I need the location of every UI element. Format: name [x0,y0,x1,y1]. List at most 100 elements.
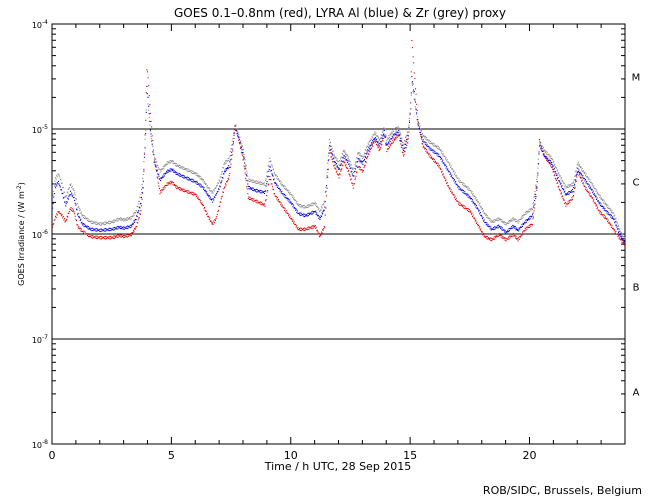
data-point [290,218,292,220]
data-point [247,180,249,182]
data-point [148,116,150,118]
data-point [288,201,290,203]
data-point [415,108,417,110]
data-point [265,178,267,180]
data-point [415,109,417,111]
data-point [459,202,461,204]
data-point [69,184,72,186]
data-point [325,185,328,187]
data-point [187,179,189,181]
data-point [407,138,409,140]
data-point [374,141,376,143]
data-point [323,200,325,202]
data-point [419,131,422,133]
data-point [220,181,222,183]
data-point [178,164,180,166]
data-point [145,111,147,113]
data-point [119,226,121,228]
data-point [392,141,394,143]
data-point [196,181,198,183]
data-point [497,227,499,229]
data-point [305,214,307,217]
data-point [615,224,617,226]
data-point [340,170,342,172]
data-point [91,230,93,232]
data-point [460,189,462,191]
data-point [599,210,601,212]
data-point [377,141,379,143]
data-point [285,211,287,213]
data-point [200,176,202,178]
data-point [440,158,442,160]
data-point [453,179,456,181]
data-point [230,148,232,150]
data-point [321,207,323,209]
data-point [126,234,128,236]
data-point [145,92,147,94]
data-point [464,208,466,210]
data-point [392,130,394,133]
data-point [623,242,625,244]
data-point [375,138,377,140]
data-point [490,229,492,231]
data-point [281,183,283,185]
data-point [90,229,92,231]
data-point [208,218,210,221]
data-point [577,167,579,169]
data-point [282,193,284,195]
data-point [320,215,323,217]
data-point [317,231,319,233]
data-point [459,189,461,191]
data-point [488,237,490,240]
data-point [497,233,499,235]
data-point [553,175,555,177]
data-point [214,188,217,190]
data-point [166,164,168,166]
data-point [185,190,187,193]
data-point [394,138,396,140]
data-point [503,221,506,223]
data-point [244,172,246,174]
data-point [360,161,362,163]
data-point [157,173,159,176]
data-point [131,223,133,225]
data-point [333,165,335,167]
data-point [55,217,57,219]
data-point [438,148,440,150]
data-point [327,168,329,171]
data-point [226,181,228,183]
data-point [141,191,143,194]
data-point [65,203,67,205]
data-point [548,163,550,165]
data-point [319,235,322,237]
data-point [435,162,438,165]
data-point [334,161,336,163]
data-point [431,149,433,151]
data-point [514,220,517,222]
data-point [292,206,294,208]
data-point [617,225,619,227]
data-point [64,195,66,197]
data-point [531,208,533,210]
data-point [490,237,492,239]
data-point [430,147,432,150]
data-point [225,168,227,170]
data-point [407,142,409,144]
y-tick-label: 10-5 [32,124,48,135]
data-point [261,192,263,194]
data-point [466,193,469,195]
data-point [496,236,498,238]
data-point [272,179,275,181]
data-point [228,160,230,162]
data-point [559,175,561,177]
data-point [352,172,354,174]
data-point [400,143,402,145]
data-point [120,236,122,238]
data-point [275,184,277,186]
data-point [91,235,93,237]
data-point [72,209,74,211]
data-point [337,173,339,175]
data-point [439,168,441,170]
data-point [209,187,211,189]
data-point [96,223,99,225]
